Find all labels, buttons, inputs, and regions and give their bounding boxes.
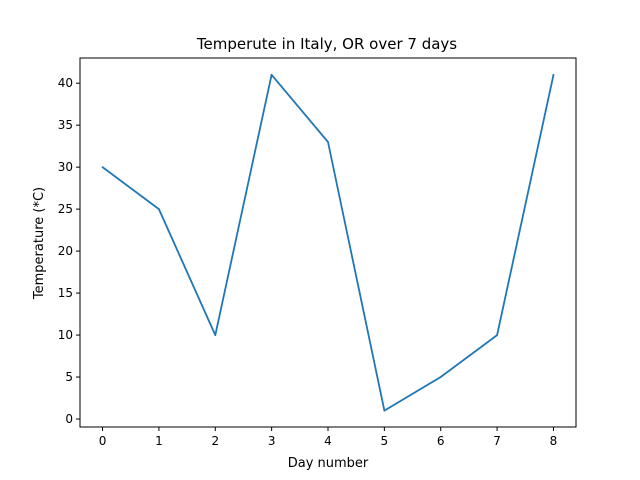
y-tick-label: 20 (58, 244, 73, 258)
data-point (383, 409, 386, 412)
x-tick-label: 1 (155, 434, 163, 448)
data-point (214, 334, 217, 336)
y-tick-label: 0 (65, 412, 73, 426)
x-tick-label: 6 (437, 434, 445, 448)
y-tick-label: 35 (58, 118, 73, 132)
x-axis-ticks: 0 1 2 3 4 5 6 7 8 (99, 427, 558, 448)
chart-title: Temperute in Italy, OR over 7 days (196, 35, 457, 53)
y-tick-label: 40 (58, 76, 73, 90)
data-point (552, 73, 555, 76)
x-axis-label: Day number (288, 456, 369, 471)
series-line (101, 73, 555, 412)
x-tick-label: 3 (268, 434, 276, 448)
plot-area (101, 73, 555, 412)
x-tick-label: 4 (324, 434, 332, 448)
y-tick-label: 15 (58, 286, 73, 300)
data-point (101, 166, 104, 169)
y-tick-label: 10 (58, 328, 73, 342)
plot-frame (79, 57, 577, 428)
y-axis-ticks: 0 5 10 15 20 25 30 35 40 (58, 76, 80, 426)
y-axis-label: Temperature (*C) (32, 187, 47, 300)
data-point (158, 208, 160, 211)
data-point (270, 73, 273, 76)
x-tick-label: 5 (381, 434, 389, 448)
data-point (439, 376, 442, 378)
y-tick-label: 5 (65, 370, 73, 384)
x-tick-label: 8 (550, 434, 558, 448)
x-tick-label: 2 (211, 434, 219, 448)
x-tick-label: 0 (99, 434, 107, 448)
data-point (496, 334, 498, 336)
x-tick-label: 7 (493, 434, 501, 448)
data-point (327, 141, 329, 143)
y-tick-label: 30 (58, 160, 73, 174)
y-tick-label: 25 (58, 202, 73, 216)
